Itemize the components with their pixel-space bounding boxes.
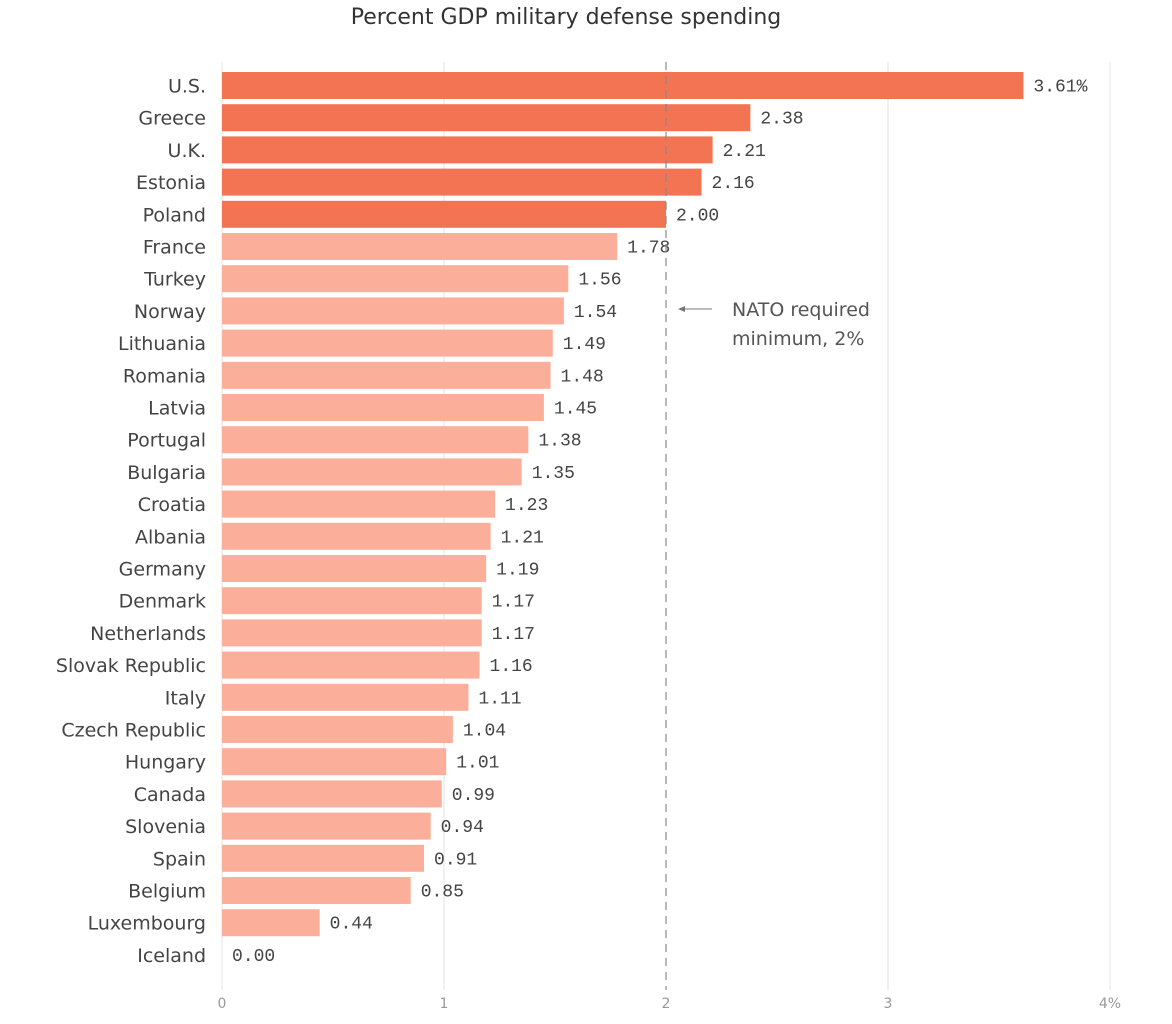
- category-label-11: Portugal: [127, 430, 206, 452]
- value-label-15: 1.19: [496, 561, 539, 581]
- bar-19: [222, 683, 469, 711]
- nato-annotation: NATO required minimum, 2%: [678, 299, 870, 350]
- bar-17: [222, 619, 482, 647]
- chart-title: Percent GDP military defense spending: [351, 5, 782, 30]
- value-label-18: 1.16: [490, 657, 533, 677]
- value-label-19: 1.11: [478, 689, 521, 709]
- category-label-25: Belgium: [128, 881, 206, 903]
- category-label-6: Turkey: [143, 269, 206, 291]
- bar-3: [222, 168, 702, 196]
- category-label-5: France: [143, 237, 206, 259]
- bar-9: [222, 361, 551, 389]
- value-label-22: 0.99: [452, 786, 495, 806]
- category-label-26: Luxembourg: [88, 913, 206, 935]
- category-label-16: Denmark: [119, 591, 206, 613]
- bar-1: [222, 104, 751, 132]
- bar-8: [222, 329, 553, 357]
- x-axis-ticks: 0 1 2 3 4%: [218, 996, 1122, 1012]
- annotation-text-line-2: minimum, 2%: [732, 328, 864, 350]
- x-tick-label-2: 2: [662, 996, 671, 1012]
- value-label-0: 3.61%: [1033, 78, 1087, 98]
- value-label-20: 1.04: [463, 722, 506, 742]
- value-label-10: 1.45: [554, 400, 597, 420]
- bar-5: [222, 233, 618, 260]
- value-label-8: 1.49: [563, 335, 606, 355]
- category-label-3: Estonia: [136, 172, 206, 194]
- bar-6: [222, 265, 569, 293]
- bar-20: [222, 716, 453, 743]
- bar-12: [222, 458, 522, 486]
- value-label-12: 1.35: [532, 464, 575, 484]
- value-label-14: 1.21: [501, 528, 544, 548]
- bar-22: [222, 780, 442, 808]
- category-label-23: Slovenia: [125, 816, 206, 838]
- category-label-15: Germany: [119, 559, 206, 581]
- category-label-4: Poland: [143, 204, 206, 226]
- category-label-18: Slovak Republic: [56, 655, 206, 677]
- x-tick-label-4: 4%: [1099, 996, 1121, 1012]
- bar-2: [222, 136, 713, 164]
- category-label-27: Iceland: [137, 945, 206, 967]
- value-label-25: 0.85: [421, 883, 464, 903]
- category-label-12: Bulgaria: [127, 462, 206, 484]
- bar-21: [222, 748, 447, 776]
- value-label-24: 0.91: [434, 850, 477, 870]
- bar-24: [222, 844, 425, 872]
- category-label-10: Latvia: [148, 398, 206, 420]
- category-label-1: Greece: [138, 108, 206, 130]
- value-label-9: 1.48: [561, 367, 604, 387]
- bars-group: U.S. 3.61% Greece 2.38 U.K. 2.21 Estonia 2.16 Po…: [56, 72, 1088, 967]
- category-label-8: Lithuania: [118, 333, 206, 355]
- bar-10: [222, 394, 544, 421]
- bar-18: [222, 651, 480, 679]
- value-label-16: 1.17: [492, 593, 535, 613]
- bar-25: [222, 877, 411, 904]
- bar-0: [222, 72, 1024, 99]
- category-label-22: Canada: [134, 784, 206, 806]
- category-label-21: Hungary: [125, 752, 206, 774]
- value-label-6: 1.56: [578, 271, 621, 291]
- category-label-7: Norway: [134, 301, 206, 323]
- value-label-5: 1.78: [627, 239, 670, 259]
- value-label-2: 2.21: [723, 142, 766, 162]
- value-label-1: 2.38: [760, 110, 803, 130]
- bar-4: [222, 200, 666, 228]
- category-label-14: Albania: [135, 526, 206, 548]
- x-tick-label-3: 3: [884, 996, 893, 1012]
- category-label-19: Italy: [165, 687, 206, 709]
- bar-13: [222, 490, 496, 518]
- value-label-3: 2.16: [712, 174, 755, 194]
- bar-11: [222, 426, 529, 454]
- category-label-17: Netherlands: [90, 623, 206, 645]
- arrow-left-icon: [678, 306, 685, 312]
- bar-26: [222, 909, 320, 937]
- category-label-9: Romania: [123, 365, 206, 387]
- value-label-11: 1.38: [538, 432, 581, 452]
- bar-14: [222, 522, 491, 550]
- category-label-2: U.K.: [168, 140, 206, 162]
- bar-16: [222, 587, 482, 615]
- value-label-13: 1.23: [505, 496, 548, 516]
- x-tick-label-1: 1: [440, 996, 449, 1012]
- value-label-17: 1.17: [492, 625, 535, 645]
- value-label-7: 1.54: [574, 303, 617, 323]
- bar-23: [222, 812, 431, 840]
- annotation-text-line-1: NATO required: [732, 299, 870, 321]
- value-label-21: 1.01: [456, 754, 499, 774]
- category-label-0: U.S.: [168, 76, 206, 98]
- value-label-27: 0.00: [232, 947, 275, 967]
- value-label-23: 0.94: [441, 818, 484, 838]
- category-label-13: Croatia: [138, 494, 206, 516]
- bar-7: [222, 297, 564, 325]
- bar-15: [222, 555, 487, 582]
- x-tick-label-0: 0: [218, 996, 227, 1012]
- category-label-20: Czech Republic: [61, 720, 206, 742]
- value-label-4: 2.00: [676, 206, 719, 226]
- category-label-24: Spain: [153, 848, 206, 870]
- value-label-26: 0.44: [330, 915, 373, 935]
